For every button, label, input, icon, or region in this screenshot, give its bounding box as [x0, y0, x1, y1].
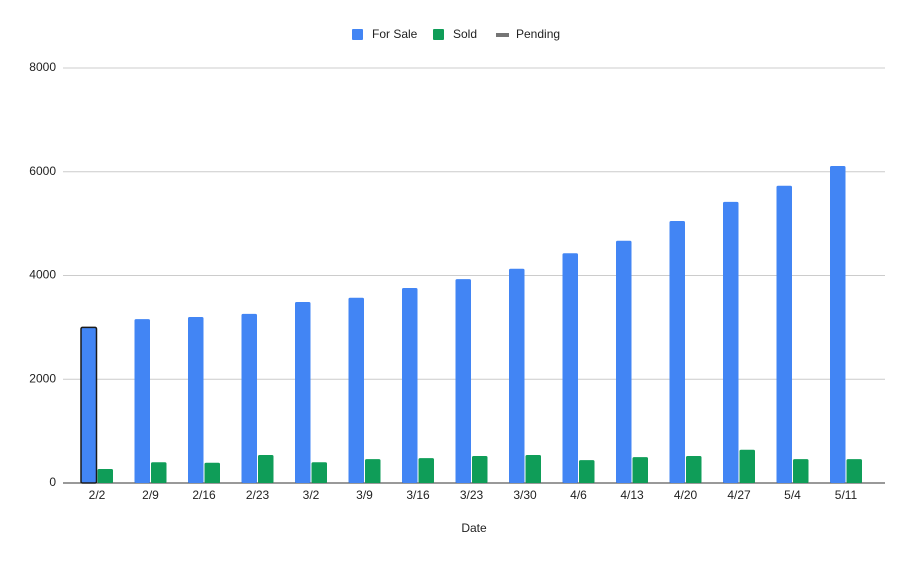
legend-swatch [496, 33, 509, 37]
x-tick-label: 3/16 [406, 488, 430, 502]
bar [241, 313, 257, 483]
x-axis-title: Date [461, 521, 487, 535]
x-tick-label: 2/23 [246, 488, 270, 502]
bar [793, 459, 809, 483]
bar [258, 454, 274, 483]
bar [632, 457, 648, 483]
y-tick-label: 8000 [29, 60, 56, 74]
bar [365, 459, 381, 483]
x-tick-label: 2/16 [192, 488, 216, 502]
bar [472, 456, 488, 483]
bar [723, 201, 739, 483]
bar [525, 454, 541, 483]
bar [562, 253, 578, 483]
x-tick-label: 3/9 [356, 488, 373, 502]
x-tick-label: 3/23 [460, 488, 484, 502]
legend-label: For Sale [372, 27, 418, 41]
bar [188, 317, 204, 483]
bar [846, 459, 862, 483]
bar [295, 301, 311, 483]
legend-swatch [433, 29, 444, 40]
bar [830, 166, 846, 483]
x-tick-label: 4/20 [674, 488, 698, 502]
bar [204, 462, 220, 483]
bar [686, 456, 702, 483]
y-tick-label: 6000 [29, 164, 56, 178]
x-tick-label: 2/2 [89, 488, 106, 502]
bar [455, 279, 471, 483]
x-tick-label: 4/27 [727, 488, 751, 502]
bar [776, 185, 792, 483]
bar [739, 449, 755, 483]
bar [509, 268, 525, 483]
legend-swatch [352, 29, 363, 40]
x-tick-label: 3/30 [513, 488, 537, 502]
bar [402, 287, 418, 483]
y-tick-label: 2000 [29, 371, 56, 385]
bar [134, 319, 150, 483]
x-tick-label: 4/13 [620, 488, 644, 502]
x-tick-label: 3/2 [303, 488, 320, 502]
bar [616, 240, 632, 483]
y-tick-label: 4000 [29, 268, 56, 282]
bar [348, 297, 364, 483]
bar [151, 462, 167, 483]
x-tick-label: 5/4 [784, 488, 801, 502]
legend-label: Pending [516, 27, 560, 41]
x-tick-label: 2/9 [142, 488, 159, 502]
bar [418, 458, 434, 483]
x-tick-label: 5/11 [835, 488, 858, 502]
legend-label: Sold [453, 27, 477, 41]
bar [579, 460, 595, 483]
y-tick-label: 0 [49, 475, 56, 489]
bar [80, 326, 98, 484]
bar [97, 468, 113, 483]
bar [311, 462, 327, 483]
bar [669, 221, 685, 483]
x-tick-label: 4/6 [570, 488, 587, 502]
